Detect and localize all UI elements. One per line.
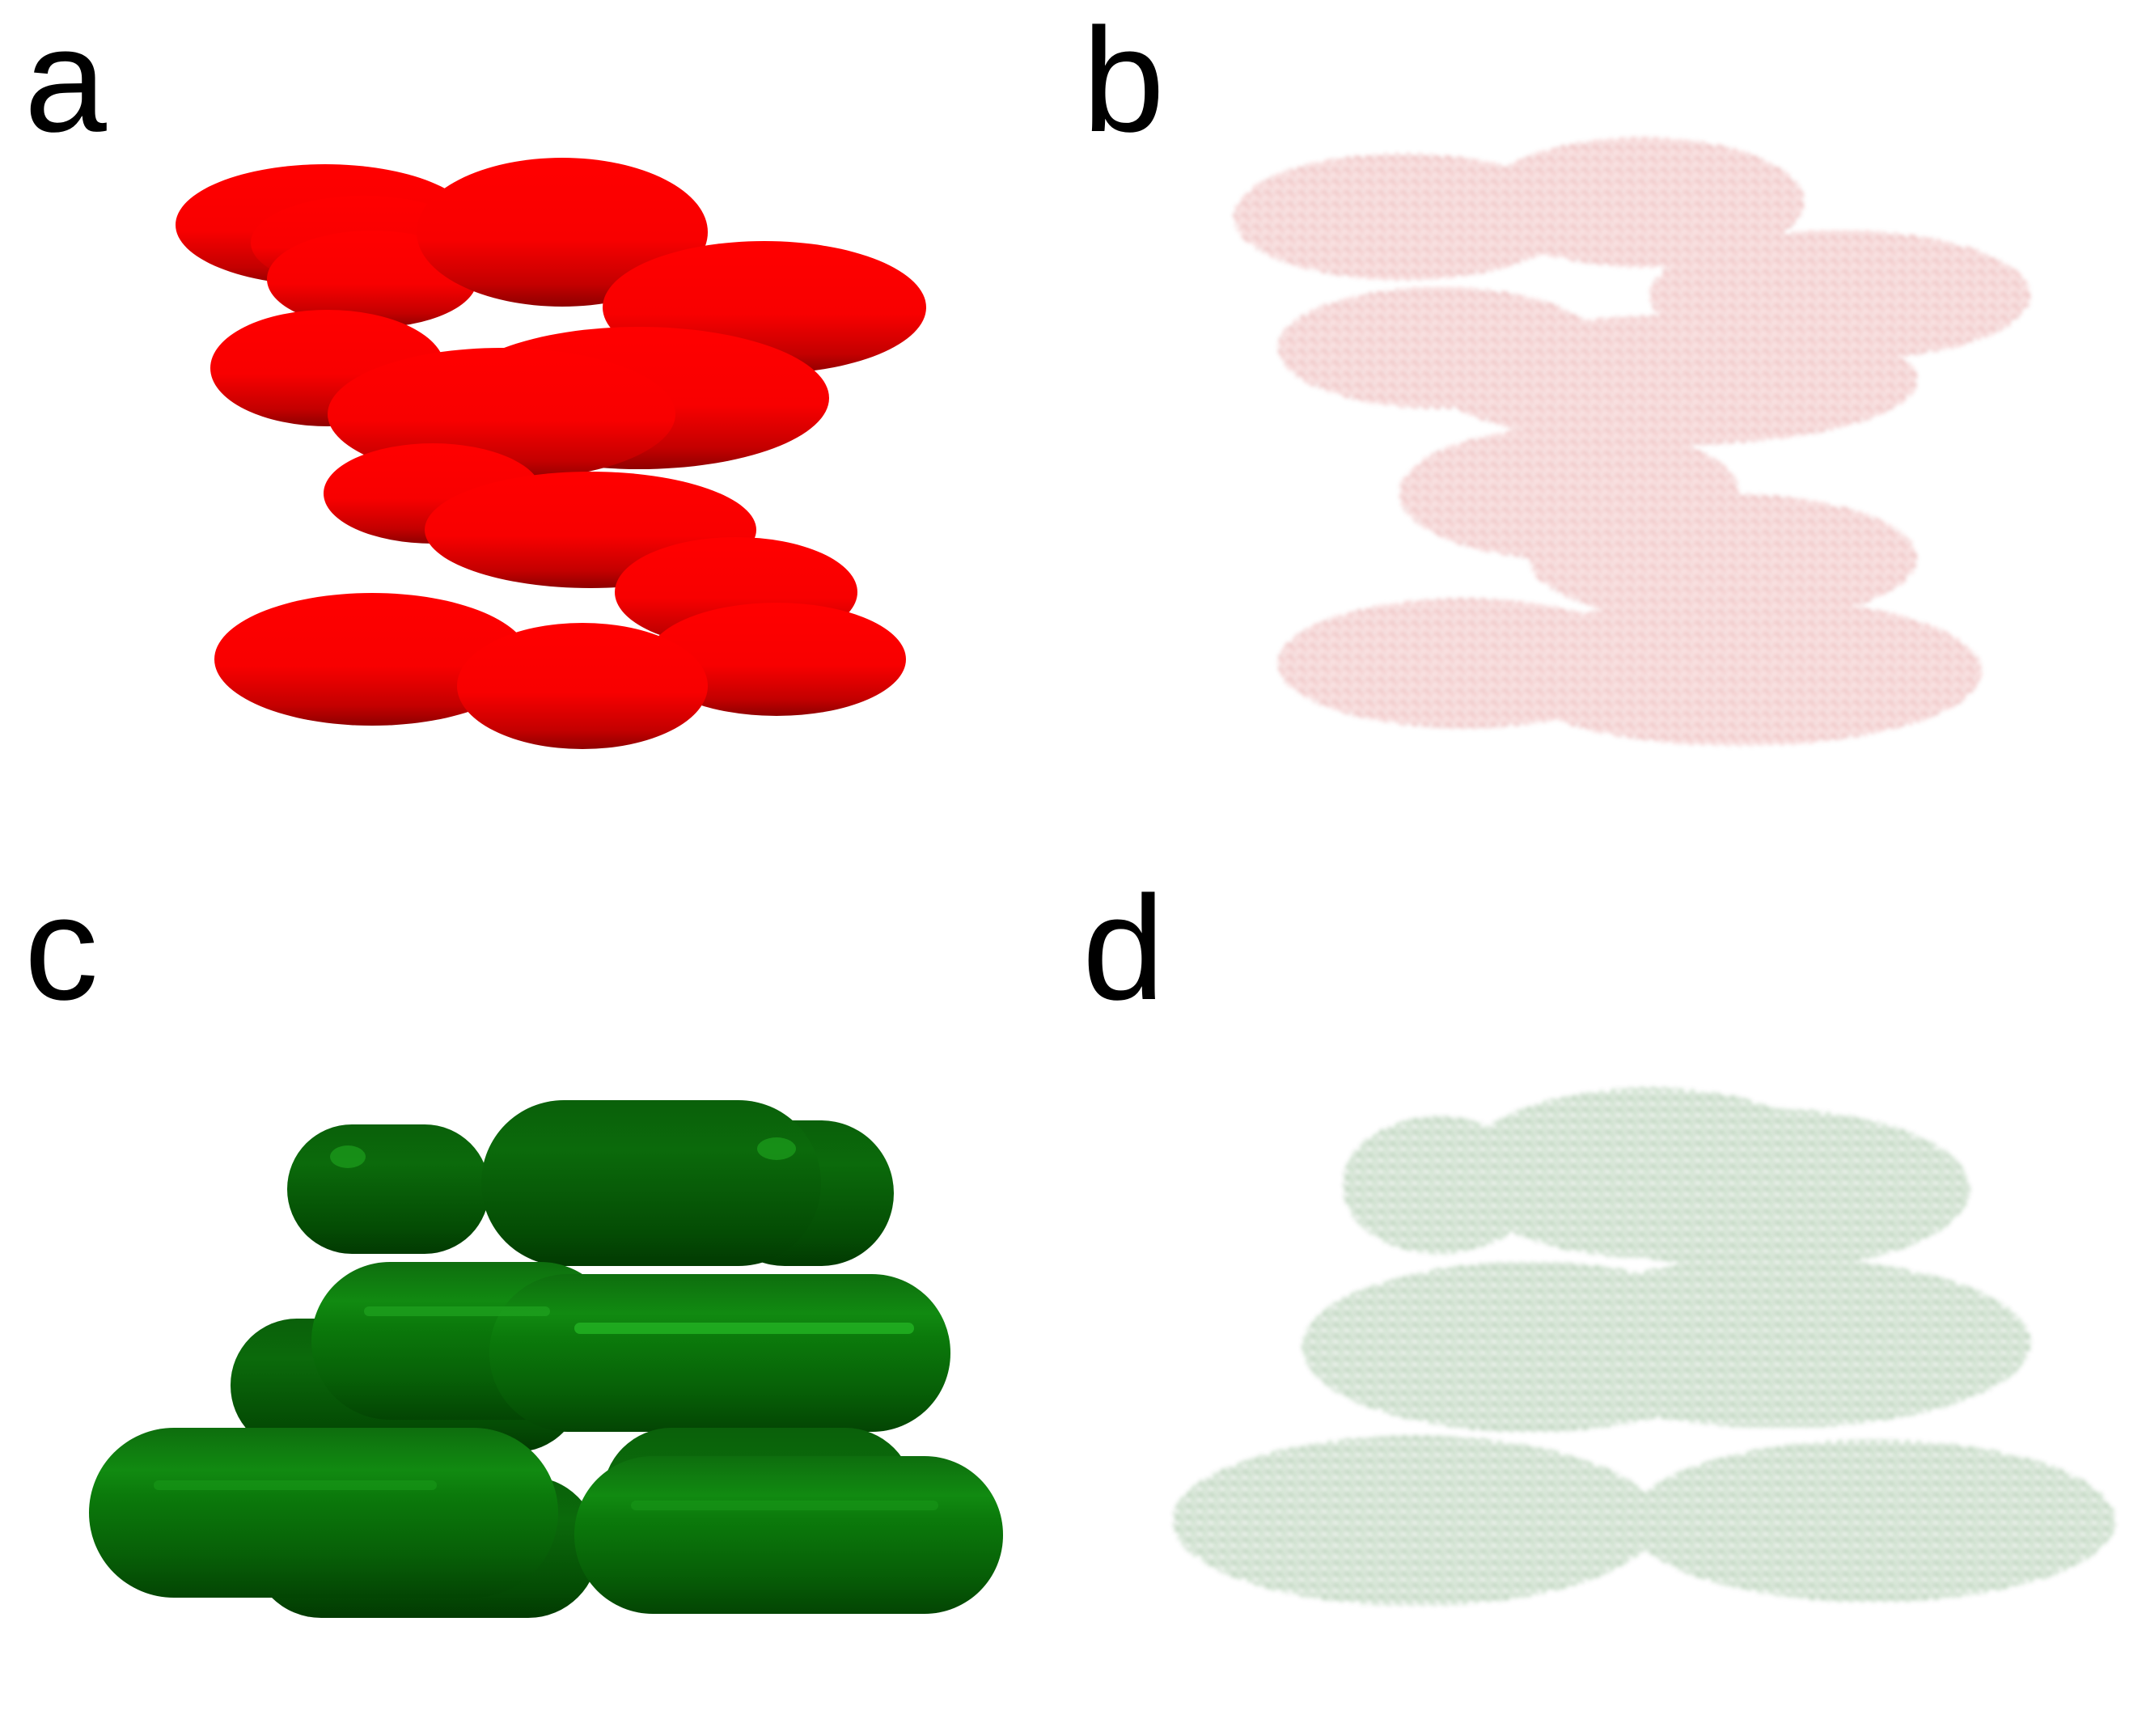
ellipsoid bbox=[457, 623, 708, 749]
point-cloud-blob bbox=[1496, 597, 1982, 746]
capsule bbox=[481, 1100, 821, 1266]
capsule-highlight bbox=[364, 1306, 550, 1316]
panel-label-c: c bbox=[24, 865, 99, 1031]
capsule-highlight bbox=[757, 1137, 796, 1160]
ellipsoid bbox=[214, 593, 530, 726]
capsule-highlight bbox=[631, 1501, 938, 1510]
capsule-highlight bbox=[574, 1323, 914, 1334]
capsule bbox=[287, 1124, 489, 1254]
panel-a-ellipsoid-stack bbox=[176, 158, 926, 749]
point-cloud-blob bbox=[1630, 1440, 2115, 1602]
panel-d-point-cloud bbox=[1173, 1088, 2115, 1606]
point-cloud-blob bbox=[1529, 1258, 2030, 1428]
panel-label-b: b bbox=[1082, 0, 1165, 163]
panel-label-a: a bbox=[24, 0, 107, 163]
capsule-highlight bbox=[154, 1480, 437, 1490]
capsule bbox=[574, 1456, 1003, 1614]
panel-c-capsule-stack bbox=[89, 1100, 1003, 1618]
capsule bbox=[89, 1428, 558, 1598]
panel-label-d: d bbox=[1082, 865, 1165, 1031]
capsule bbox=[489, 1274, 950, 1432]
point-cloud-blob bbox=[1549, 1108, 1970, 1270]
point-cloud-blob bbox=[1173, 1436, 1658, 1606]
point-cloud-blob bbox=[1529, 493, 1917, 623]
capsule-highlight bbox=[330, 1145, 366, 1168]
point-cloud-blob bbox=[1432, 315, 1917, 445]
point-cloud-blob bbox=[1480, 138, 1804, 267]
ellipsoid bbox=[647, 603, 906, 716]
panel-b-point-cloud bbox=[1234, 138, 2030, 746]
